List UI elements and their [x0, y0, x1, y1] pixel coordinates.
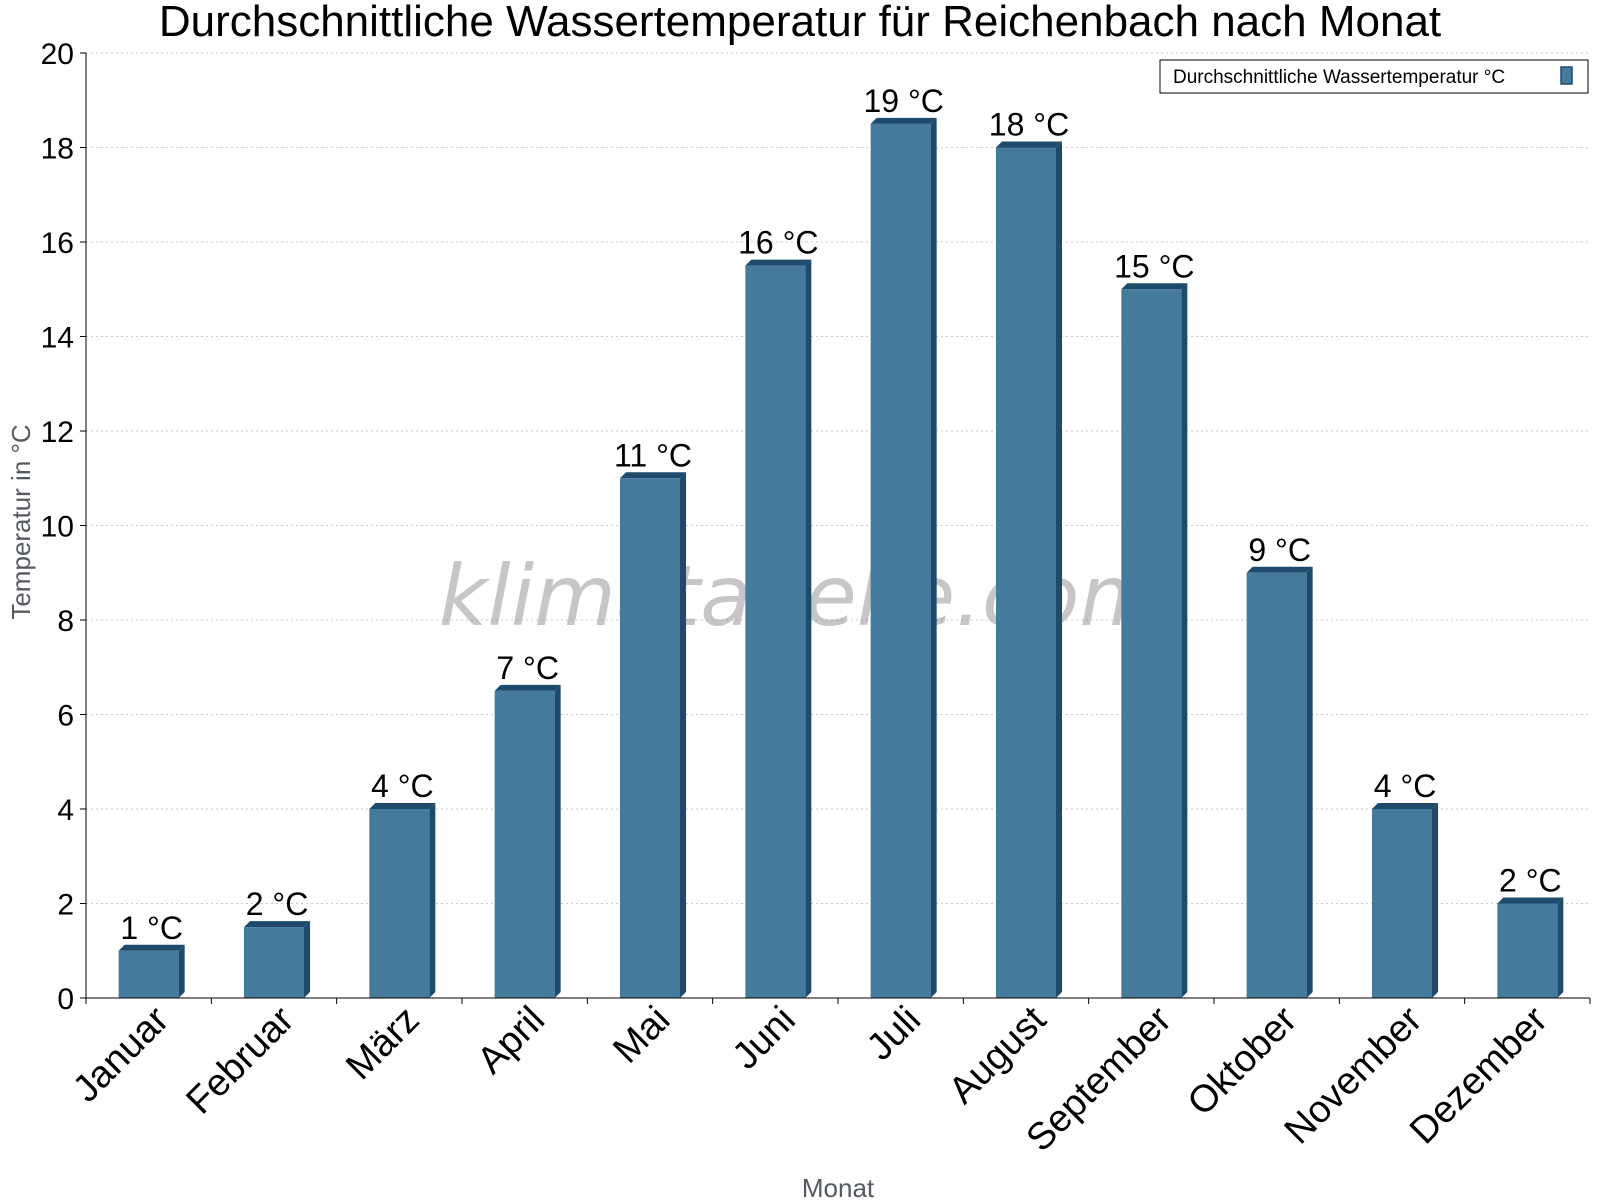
data-label: 18 °C	[989, 107, 1069, 143]
legend-swatch	[1560, 66, 1573, 85]
bar-side	[1181, 283, 1188, 998]
bar-side	[1557, 897, 1564, 998]
y-tick-label: 12	[41, 416, 74, 449]
x-category-label: Oktober	[1180, 998, 1306, 1124]
bar-top	[1372, 803, 1438, 809]
bar-top	[369, 803, 436, 809]
data-label: 4 °C	[371, 768, 434, 804]
bar	[745, 265, 806, 998]
bar-top	[494, 684, 561, 691]
x-axis-categories: Januar Februar März April Mai Juni Juli AugustS…	[65, 998, 1556, 1159]
bar-side	[304, 921, 310, 998]
x-category-label: Februar	[179, 998, 303, 1122]
data-label: 19 °C	[863, 83, 943, 119]
bar	[620, 478, 680, 998]
bar-top	[996, 141, 1062, 148]
bar-top	[1121, 283, 1188, 290]
x-category-label: August	[941, 998, 1055, 1112]
data-label: 9 °C	[1248, 532, 1311, 568]
data-label: 2 °C	[246, 886, 309, 922]
y-tick-label: 20	[41, 38, 74, 71]
bar-side	[1306, 566, 1313, 998]
y-tick-label: 16	[41, 227, 74, 260]
data-label: 1 °C	[120, 910, 183, 946]
x-category-label: Dezember	[1402, 998, 1556, 1152]
bar-top	[118, 944, 185, 951]
y-tick-label: 6	[57, 700, 74, 733]
bar-side	[805, 259, 812, 998]
x-category-label: Juni	[725, 999, 804, 1078]
data-label: 16 °C	[738, 225, 818, 261]
bar-side	[680, 472, 686, 998]
data-label: 2 °C	[1499, 863, 1562, 899]
bar	[118, 950, 179, 998]
legend-box	[1159, 59, 1589, 94]
gridlines	[86, 52, 1590, 904]
bar	[1246, 572, 1307, 998]
y-tick-label: 4	[57, 794, 74, 827]
bar	[1497, 903, 1558, 998]
bar	[870, 123, 931, 998]
bar-top	[870, 117, 937, 124]
legend-entry: Durchschnittliche Wassertemperatur °C	[1173, 67, 1505, 88]
bar	[369, 809, 430, 998]
bar-top	[1497, 897, 1564, 904]
axes	[85, 53, 1591, 1004]
y-tick-label: 18	[41, 133, 74, 166]
bar-side	[178, 944, 185, 998]
bar-top	[620, 472, 686, 479]
y-tick-label: 2	[57, 889, 74, 922]
bar-side	[1056, 141, 1062, 998]
bar-top	[244, 921, 310, 928]
y-tick-label: 8	[57, 605, 74, 638]
data-label: 7 °C	[496, 650, 559, 686]
x-category-label: Juli	[859, 999, 929, 1069]
bar-side	[554, 684, 561, 998]
y-tick-label: 14	[41, 322, 74, 355]
bar	[1121, 289, 1182, 998]
x-category-label: Januar	[65, 998, 177, 1110]
y-axis-label: Temperatur in °C	[6, 424, 36, 619]
bar-side	[930, 117, 937, 998]
bar	[244, 927, 304, 998]
bar-side	[429, 803, 436, 998]
bars	[118, 117, 1564, 998]
data-labels: 1 °C 2 °C 4 °C 7 °C 11 °C 16 °C 19 °C 18 °C 15 °…	[120, 83, 1561, 946]
bar-top	[745, 259, 812, 266]
legend: Durchschnittliche Wassertemperatur °C	[1159, 59, 1589, 94]
bar	[494, 690, 555, 998]
y-tick-label: 0	[57, 983, 74, 1016]
x-axis-label: Monat	[802, 1173, 875, 1200]
data-label: 11 °C	[614, 437, 692, 473]
data-label: 4 °C	[1374, 768, 1437, 804]
y-axis-ticks: 0 2 4 6 8 10 12 14 16 18 20	[41, 38, 86, 1016]
x-category-label: Mai	[605, 999, 678, 1072]
data-label: 15 °C	[1114, 248, 1194, 284]
bar	[1372, 809, 1432, 998]
bar-top	[1246, 566, 1313, 573]
x-category-label: März	[338, 999, 427, 1088]
x-category-label: April	[470, 999, 553, 1082]
bar	[996, 147, 1056, 998]
chart-title: Durchschnittliche Wassertemperatur für R…	[159, 0, 1441, 46]
y-tick-label: 10	[41, 511, 74, 544]
bar-side	[1432, 803, 1438, 998]
